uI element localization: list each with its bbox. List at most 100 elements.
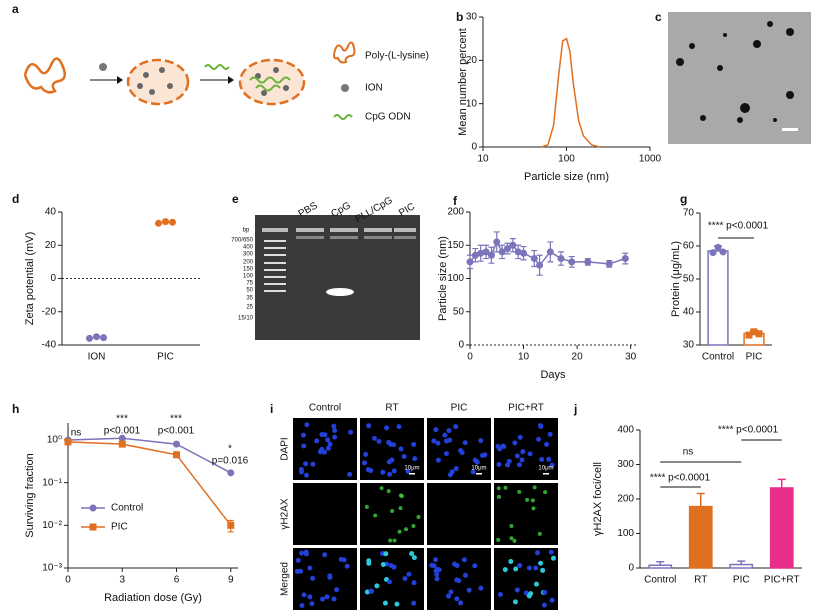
nucleus	[431, 438, 437, 444]
foci	[379, 486, 384, 491]
nucleus	[549, 597, 555, 603]
x-tick-label: 9	[228, 575, 234, 586]
nucleus	[371, 435, 377, 441]
nucleus	[331, 423, 337, 429]
y-tick-label: 10	[466, 98, 478, 109]
error-bar	[696, 492, 705, 507]
panel-label: c	[655, 10, 662, 24]
nucleus	[401, 454, 407, 460]
foci	[388, 538, 393, 543]
nucleus	[482, 452, 488, 458]
complex	[238, 58, 306, 106]
foci	[397, 529, 402, 534]
nucleus	[517, 434, 523, 440]
marker	[584, 258, 592, 266]
y-axis-label: Protein (μg/mL)	[670, 241, 682, 317]
nucleus	[512, 440, 518, 446]
marker	[755, 330, 763, 338]
annotation: p<0.001	[104, 426, 141, 437]
y-axis-label: Surviving fraction	[24, 453, 36, 537]
nucleus	[322, 552, 328, 558]
marker-label: 25	[246, 305, 253, 311]
y-tick-label: 40	[45, 207, 57, 218]
cpg-icon	[204, 64, 230, 70]
nucleus	[462, 440, 468, 446]
marker	[514, 248, 522, 256]
nucleus	[454, 596, 460, 602]
nucleus	[442, 432, 448, 438]
foci	[364, 504, 369, 509]
marker	[482, 248, 490, 256]
nucleus	[412, 456, 418, 462]
row-label: γH2AX	[280, 498, 291, 529]
nucleus	[447, 437, 453, 443]
nucleus	[366, 423, 372, 429]
nucleus	[386, 439, 392, 445]
x-tick-label: 6	[174, 575, 180, 586]
micrographs: i Control RT 10μm PIC 10μm PIC+RT 10μm DAPI γH2A…	[270, 402, 558, 610]
nucleus	[497, 446, 503, 452]
y-tick-label: 400	[617, 425, 634, 436]
marker-label: 50	[246, 288, 253, 294]
marker	[605, 260, 613, 268]
nucleus	[434, 576, 440, 582]
nucleus	[310, 461, 316, 467]
y-tick-label: 10⁻³	[42, 563, 62, 574]
nucleus	[520, 449, 526, 455]
line	[67, 437, 232, 474]
y-tick-label: 0	[628, 563, 634, 574]
y-tick-label: 10⁰	[47, 435, 62, 446]
y-tick-label: 150	[447, 240, 464, 251]
bar	[729, 563, 754, 569]
nucleus	[474, 459, 480, 465]
nucleus	[508, 558, 514, 564]
nucleus	[334, 587, 340, 593]
foci	[537, 531, 542, 536]
nucleus	[472, 563, 478, 569]
panel-label: j	[573, 402, 577, 416]
nucleus	[327, 441, 333, 447]
foci	[517, 489, 522, 494]
nucleus	[332, 428, 338, 434]
nucleus	[458, 600, 464, 606]
nucleus	[307, 594, 313, 600]
nucleus	[307, 565, 313, 571]
arrow-head	[228, 76, 234, 84]
point	[93, 333, 100, 341]
foci	[503, 485, 508, 490]
y-tick-label: 10⁻¹	[42, 477, 62, 488]
marker-label: 400	[243, 245, 254, 251]
nucleus	[478, 585, 484, 591]
nucleus	[544, 441, 550, 447]
marker	[498, 248, 506, 256]
nucleus	[454, 577, 460, 583]
nucleus	[546, 456, 552, 462]
nucleus	[433, 427, 439, 433]
legend-label: ION	[365, 83, 383, 94]
foci	[411, 523, 416, 528]
foci	[509, 524, 514, 529]
nucleus	[301, 592, 307, 598]
nucleus	[368, 468, 374, 474]
legend-label: Control	[111, 503, 143, 514]
nucleus	[396, 424, 402, 430]
nucleus	[374, 583, 380, 589]
y-tick-label: -40	[42, 340, 57, 351]
nucleus	[534, 550, 540, 556]
nucleus	[538, 560, 544, 566]
micrograph	[494, 418, 558, 480]
nucleus	[391, 442, 397, 448]
scale-label: 10μm	[404, 466, 419, 472]
nucleus	[443, 451, 449, 457]
x-tick-label: 10	[477, 154, 489, 165]
nucleus	[304, 472, 310, 478]
y-tick-label: 200	[447, 207, 464, 218]
nucleus	[519, 457, 525, 463]
foci	[532, 485, 537, 490]
nucleus	[497, 592, 503, 598]
nucleus	[502, 567, 508, 573]
x-tick-label: PIC	[746, 352, 763, 363]
y-tick-label: 70	[683, 208, 695, 219]
ions	[255, 67, 289, 96]
nucleus	[363, 451, 369, 457]
